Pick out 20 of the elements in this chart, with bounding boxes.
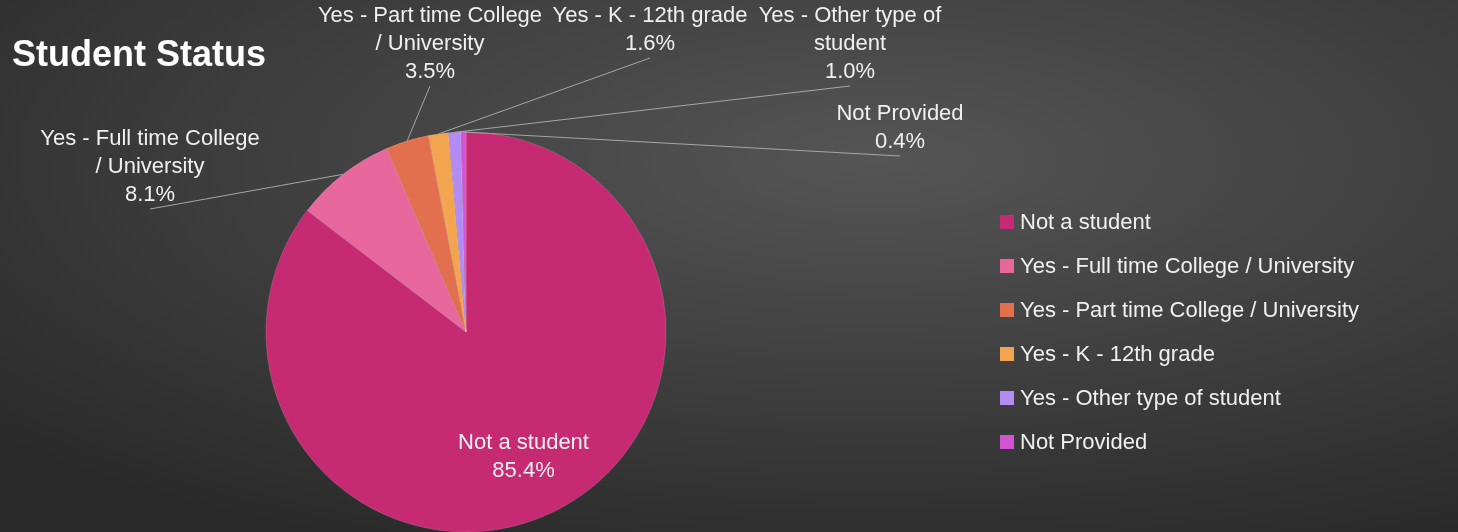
slice-label: Yes - Full time College / University bbox=[40, 125, 260, 178]
legend-label: Yes - Part time College / University bbox=[1020, 297, 1360, 322]
data-label: 1.6% bbox=[624, 30, 676, 55]
slice-label: Yes - Other type of student bbox=[758, 2, 943, 55]
legend-label: Yes - Full time College / University bbox=[1020, 253, 1355, 278]
category-label: Not a student bbox=[1020, 209, 1151, 234]
text: Student Status bbox=[12, 33, 267, 74]
legend-label: Not Provided bbox=[1020, 429, 1148, 454]
data-label: 0.4% bbox=[874, 128, 926, 153]
slice-label: Yes - K - 12th grade bbox=[552, 2, 748, 27]
slice-label: Not a student bbox=[458, 428, 589, 454]
data-label: 85.4% bbox=[492, 456, 555, 482]
data-label: 3.5% bbox=[404, 58, 456, 83]
data-label: 8.1% bbox=[124, 181, 176, 206]
slice-label: Yes - Part time College / University bbox=[317, 2, 543, 55]
data-label: 1.0% bbox=[824, 58, 876, 83]
legend-label: Yes - Other type of student bbox=[1020, 385, 1281, 410]
legend-label: Yes - K - 12th grade bbox=[1020, 341, 1215, 366]
slice-label: Not Provided bbox=[836, 100, 964, 125]
pie-slice bbox=[265, 131, 667, 532]
